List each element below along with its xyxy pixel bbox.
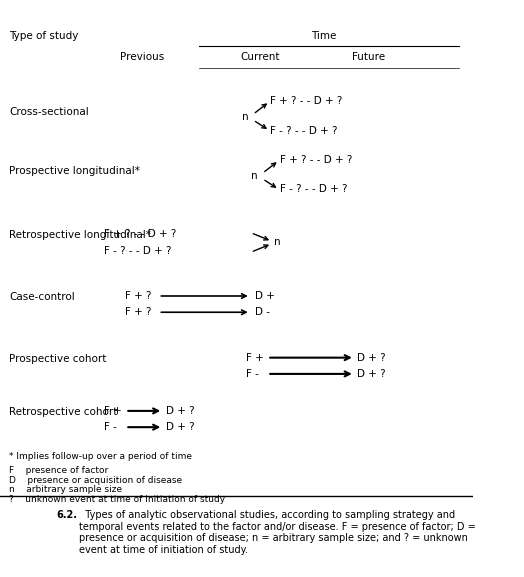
Text: F - ? - - D + ?: F - ? - - D + ? bbox=[104, 246, 171, 256]
Text: Retrospective longitudinal*: Retrospective longitudinal* bbox=[9, 230, 151, 241]
Text: * Implies follow-up over a period of time: * Implies follow-up over a period of tim… bbox=[9, 452, 192, 462]
Text: F -: F - bbox=[246, 369, 259, 379]
Text: Case-control: Case-control bbox=[9, 292, 75, 302]
Text: D + ?: D + ? bbox=[166, 406, 194, 416]
Text: D +: D + bbox=[255, 291, 275, 301]
Text: F +: F + bbox=[246, 353, 264, 363]
Text: F + ?: F + ? bbox=[125, 307, 152, 317]
Text: Future: Future bbox=[352, 52, 386, 62]
Text: Prospective longitudinal*: Prospective longitudinal* bbox=[9, 166, 140, 176]
Text: D -: D - bbox=[255, 307, 270, 317]
Text: Type of study: Type of study bbox=[9, 31, 79, 42]
Text: Current: Current bbox=[241, 52, 280, 62]
Text: Types of analytic observational studies, according to sampling strategy and
temp: Types of analytic observational studies,… bbox=[80, 510, 476, 555]
Text: F    presence of factor: F presence of factor bbox=[9, 466, 108, 475]
Text: 6.2.: 6.2. bbox=[57, 510, 78, 520]
Text: n    arbitrary sample size: n arbitrary sample size bbox=[9, 485, 123, 494]
Text: Retrospective cohort: Retrospective cohort bbox=[9, 407, 118, 417]
Text: F + ?: F + ? bbox=[125, 291, 152, 301]
Text: Cross-sectional: Cross-sectional bbox=[9, 107, 89, 117]
Text: F - ? - - D + ?: F - ? - - D + ? bbox=[270, 126, 337, 136]
Text: Time: Time bbox=[311, 31, 337, 42]
Text: F + ? - - D + ?: F + ? - - D + ? bbox=[104, 229, 177, 239]
Text: ?    unknown event at time of initiation of study: ? unknown event at time of initiation of… bbox=[9, 495, 226, 504]
Text: D    presence or acquisition of disease: D presence or acquisition of disease bbox=[9, 476, 182, 485]
Text: D + ?: D + ? bbox=[166, 422, 194, 432]
Text: F - ? - - D + ?: F - ? - - D + ? bbox=[279, 185, 347, 194]
Text: n: n bbox=[251, 171, 258, 181]
Text: n: n bbox=[275, 238, 281, 248]
Text: D + ?: D + ? bbox=[357, 369, 386, 379]
Text: F + ? - - D + ?: F + ? - - D + ? bbox=[270, 96, 343, 106]
Text: F + ? - - D + ?: F + ? - - D + ? bbox=[279, 155, 352, 165]
Text: n: n bbox=[242, 112, 248, 122]
Text: Previous: Previous bbox=[120, 52, 164, 62]
Text: D + ?: D + ? bbox=[357, 353, 386, 363]
Text: F +: F + bbox=[104, 406, 122, 416]
Text: F -: F - bbox=[104, 422, 117, 432]
Text: Prospective cohort: Prospective cohort bbox=[9, 354, 107, 364]
